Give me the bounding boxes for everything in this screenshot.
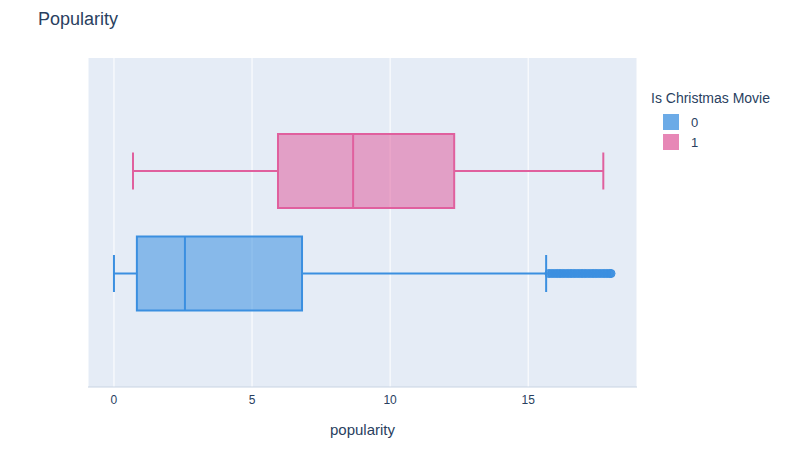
- svg-text:0: 0: [111, 393, 118, 407]
- svg-text:5: 5: [249, 393, 256, 407]
- html-text:0: 0: [691, 114, 699, 130]
- html-text:Popularity: Popularity: [38, 9, 118, 29]
- svg-text:15: 15: [522, 393, 536, 407]
- html-text:1: 1: [691, 134, 699, 150]
- svg-text:popularity: popularity: [330, 421, 396, 438]
- svg-text:10: 10: [383, 393, 397, 407]
- html-text:Is Christmas Movie: Is Christmas Movie: [651, 90, 770, 106]
